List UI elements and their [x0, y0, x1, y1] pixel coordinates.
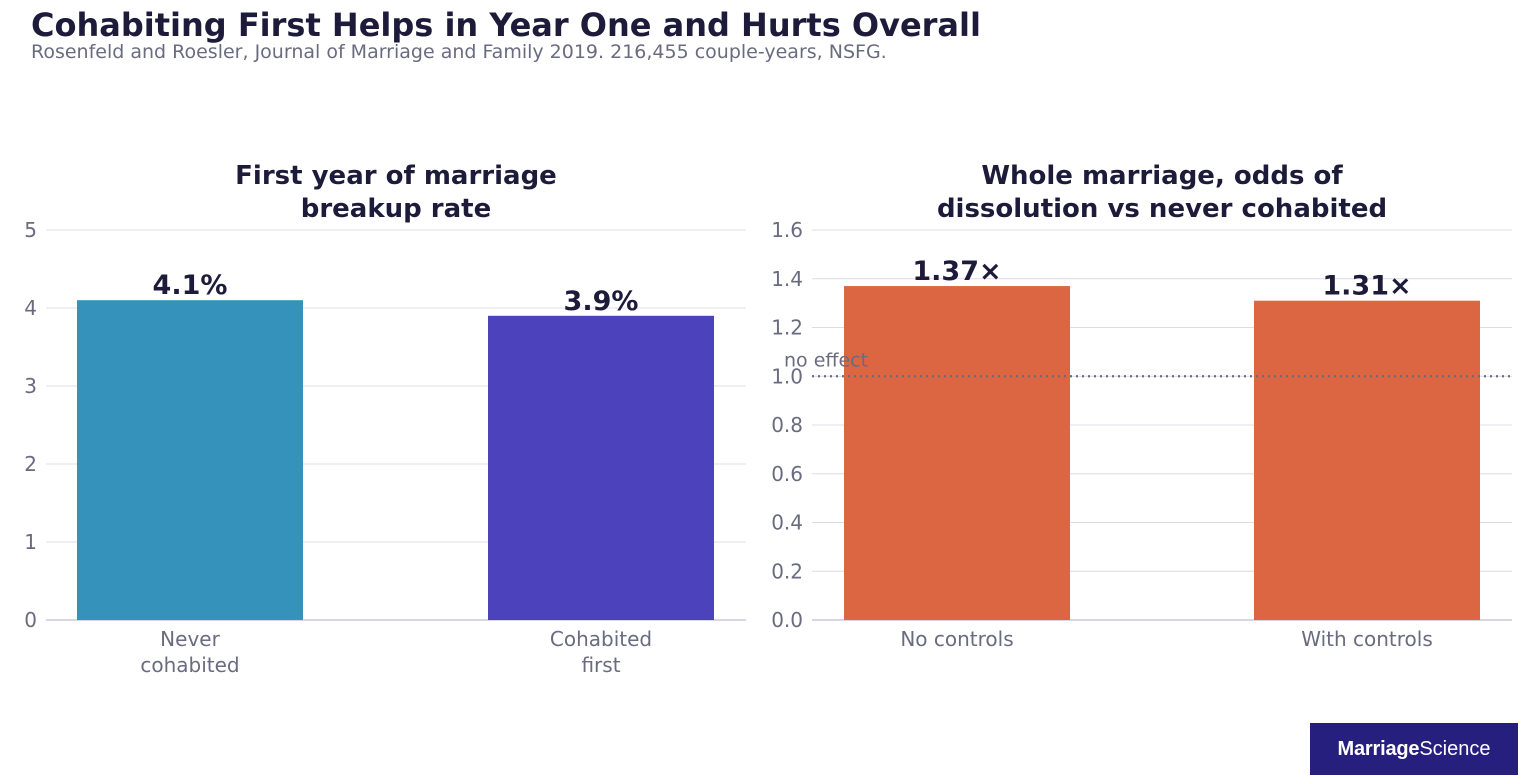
brand-logo: Marriage Science	[1310, 723, 1518, 775]
panel-title: First year of marriage	[235, 161, 557, 191]
bar	[488, 315, 714, 620]
panel-title: dissolution vs never cohabited	[937, 194, 1387, 224]
x-tick-label: With controls	[1301, 627, 1433, 651]
x-tick-label: Never	[160, 627, 220, 651]
y-tick-label: 1.2	[771, 316, 803, 340]
bar-value-label: 4.1%	[153, 270, 228, 301]
x-tick-label: first	[581, 653, 620, 677]
y-tick-label: 1.0	[771, 364, 803, 388]
y-tick-label: 1.4	[771, 267, 803, 291]
y-tick-label: 1.6	[771, 218, 803, 242]
y-tick-label: 1	[24, 530, 37, 554]
panel-title: Whole marriage, odds of	[981, 161, 1343, 191]
y-tick-label: 2	[24, 452, 37, 476]
y-tick-label: 0	[24, 608, 37, 632]
brand-word-1: Marriage	[1337, 737, 1420, 760]
brand-word-2: Science	[1419, 737, 1491, 760]
y-tick-label: 0.0	[771, 608, 803, 632]
y-tick-label: 0.6	[771, 462, 803, 486]
bar	[844, 286, 1070, 620]
x-tick-label: cohabited	[140, 653, 239, 677]
reference-line-label: no effect	[784, 349, 868, 371]
x-tick-label: Cohabited	[550, 627, 652, 651]
bar-value-label: 1.37×	[912, 256, 1001, 287]
y-tick-label: 5	[24, 218, 37, 242]
x-tick-label: No controls	[900, 627, 1013, 651]
bar	[1254, 300, 1480, 620]
y-tick-label: 4	[24, 296, 37, 320]
panel-title: breakup rate	[301, 194, 492, 224]
y-tick-label: 0.8	[771, 413, 803, 437]
bar-value-label: 3.9%	[564, 286, 639, 317]
y-tick-label: 0.4	[771, 511, 803, 535]
y-tick-label: 3	[24, 374, 37, 398]
bar	[77, 300, 303, 620]
chart-title: Cohabiting First Helps in Year One and H…	[31, 6, 981, 44]
y-tick-label: 0.2	[771, 559, 803, 583]
chart-subtitle: Rosenfeld and Roesler, Journal of Marria…	[31, 41, 887, 63]
bar-value-label: 1.31×	[1322, 271, 1411, 302]
